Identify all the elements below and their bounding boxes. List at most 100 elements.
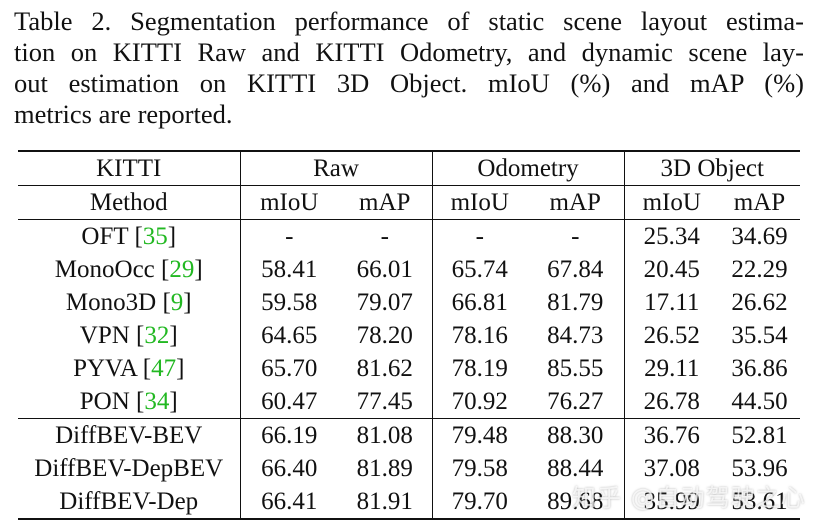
metric-cell: - [475,223,484,250]
method-name: OFT [35] [18,219,241,253]
method-label: PYVA [73,355,137,382]
metric-cell: 79.58 [451,455,508,482]
metric-cell: 78.16 [451,322,508,349]
method-name: DiffBEV-DepBEV [18,452,241,485]
method-label: Mono3D [65,289,157,316]
method-name: DiffBEV-BEV [18,418,241,452]
method-label: OFT [81,223,129,250]
metric-header: mAP [719,185,800,220]
method-label: PON [79,388,130,415]
metric-cell: - [527,219,625,253]
citation-link[interactable]: 32 [144,322,170,349]
citation-link[interactable]: 9 [170,289,184,316]
citation-link[interactable]: 47 [151,355,177,382]
method-name: MonoOcc [29] [18,253,241,286]
metric-cell: 25.34 [643,223,700,250]
metric-cell: 35.99 [624,485,719,520]
metric-cell: 22.29 [731,256,788,283]
metric-cell: 78.19 [451,355,508,382]
metric-cell: 26.62 [731,289,788,316]
metric-cell: 76.27 [527,385,625,419]
metric-cell: 37.08 [643,455,700,482]
metric-cell: 79.70 [432,485,527,520]
metric-cell: 34.69 [731,223,788,250]
metric-cell: 52.81 [719,418,800,452]
metric-cell: 26.52 [643,322,700,349]
metric-header: mIoU [432,185,527,220]
metric-cell: 79.48 [432,418,527,452]
metric-cell: 79.07 [338,286,433,319]
method-label: VPN [79,322,130,349]
metric-cell: 81.62 [338,352,433,385]
table-header-row: KITTI Raw Odometry 3D Object [18,150,800,186]
method-label: DiffBEV-Dep [59,488,199,515]
caption-line-2: tion on KITTI Raw and KITTI Odometry, an… [14,37,804,67]
metric-cell: 66.01 [338,253,433,286]
caption-line-3: out estimation on KITTI 3D Object. mIoU … [14,68,804,98]
metric-cell: 60.47 [261,388,318,415]
table-row: MonoOcc [29] 58.41 66.01 65.74 67.84 20.45 22.… [18,253,800,286]
table-body: OFT [35] - - - -25.34 34.69 MonoOcc [29] 58.41 6… [18,219,800,520]
table-row: PON [34] 60.47 77.45 70.92 76.27 26.78 44.50 [18,385,800,419]
metric-cell: - [338,219,433,253]
metric-cell: 66.81 [451,289,508,316]
method-label: DiffBEV-DepBEV [34,455,224,482]
caption-line-1: Table 2. Segmentation performance of sta… [14,6,804,36]
metric-cell: 77.45 [338,385,433,419]
metric-cell: 65.70 [261,355,318,382]
metric-cell: 29.11 [644,355,700,382]
metric-header: mAP [527,185,625,220]
metric-cell: 44.50 [731,388,788,415]
metric-cell: 67.84 [527,253,625,286]
table-row: DiffBEV-DepBEV 66.40 81.89 79.58 88.44 37.08 5… [18,452,800,485]
dataset-header: KITTI [18,150,241,186]
table-caption: Table 2. Segmentation performance of sta… [14,6,804,130]
metric-cell: 26.78 [643,388,700,415]
table-row: VPN [32] 64.65 78.20 78.16 84.73 26.52 35.54 [18,319,800,352]
method-label: MonoOcc [54,256,155,283]
citation-link[interactable]: 34 [144,388,170,415]
metric-cell: 36.76 [624,418,719,452]
metric-header: mIoU [624,185,719,220]
table-row: DiffBEV-Dep 66.41 81.91 79.70 89.68 35.99 53.6… [18,485,800,520]
metric-header: mAP [338,185,433,220]
metric-header-row: Method mIoU mAP mIoU mAP mIoU mAP [18,185,800,220]
metric-cell: 81.89 [338,452,433,485]
results-table: KITTI Raw Odometry 3D Object Method mIoU… [18,150,800,520]
metric-cell: 64.65 [261,322,318,349]
method-label: DiffBEV-BEV [55,422,203,449]
metric-cell: 20.45 [643,256,700,283]
table-row: OFT [35] - - - -25.34 34.69 [18,219,800,253]
metric-cell: 81.79 [527,286,625,319]
table-row: PYVA [47] 65.70 81.62 78.19 85.55 29.11 36.86 [18,352,800,385]
metric-cell: 81.08 [338,418,433,452]
metric-cell: 59.58 [261,289,318,316]
metric-cell: 78.20 [338,319,433,352]
method-name: DiffBEV-Dep [18,485,241,520]
metric-cell: 53.96 [731,455,788,482]
method-name: Mono3D [9] [18,286,241,319]
group-header-odometry: Odometry [432,150,625,186]
metric-cell: 88.30 [527,418,625,452]
metric-cell: - [285,223,294,250]
group-header-3d-object: 3D Object [624,150,800,186]
metric-cell: 66.41 [240,485,338,520]
metric-cell: 17.11 [644,289,700,316]
citation-link[interactable]: 29 [169,256,195,283]
method-header: Method [18,185,241,220]
metric-cell: 89.68 [527,485,625,520]
method-name: VPN [32] [18,319,241,352]
metric-cell: 84.73 [527,319,625,352]
metric-cell: 66.19 [240,418,338,452]
metric-cell: 53.61 [719,485,800,520]
metric-cell: 35.54 [731,322,788,349]
method-name: PON [34] [18,385,241,419]
metric-header: mIoU [240,185,338,220]
metric-cell: 70.92 [451,388,508,415]
table-row: DiffBEV-BEV 66.19 81.08 79.48 88.30 36.76 52.8… [18,418,800,452]
caption-line-4: metrics are reported. [14,99,233,129]
citation-link[interactable]: 35 [142,223,168,250]
metric-cell: 36.86 [731,355,788,382]
metric-cell: 66.40 [261,455,318,482]
metric-cell: 88.44 [527,452,625,485]
